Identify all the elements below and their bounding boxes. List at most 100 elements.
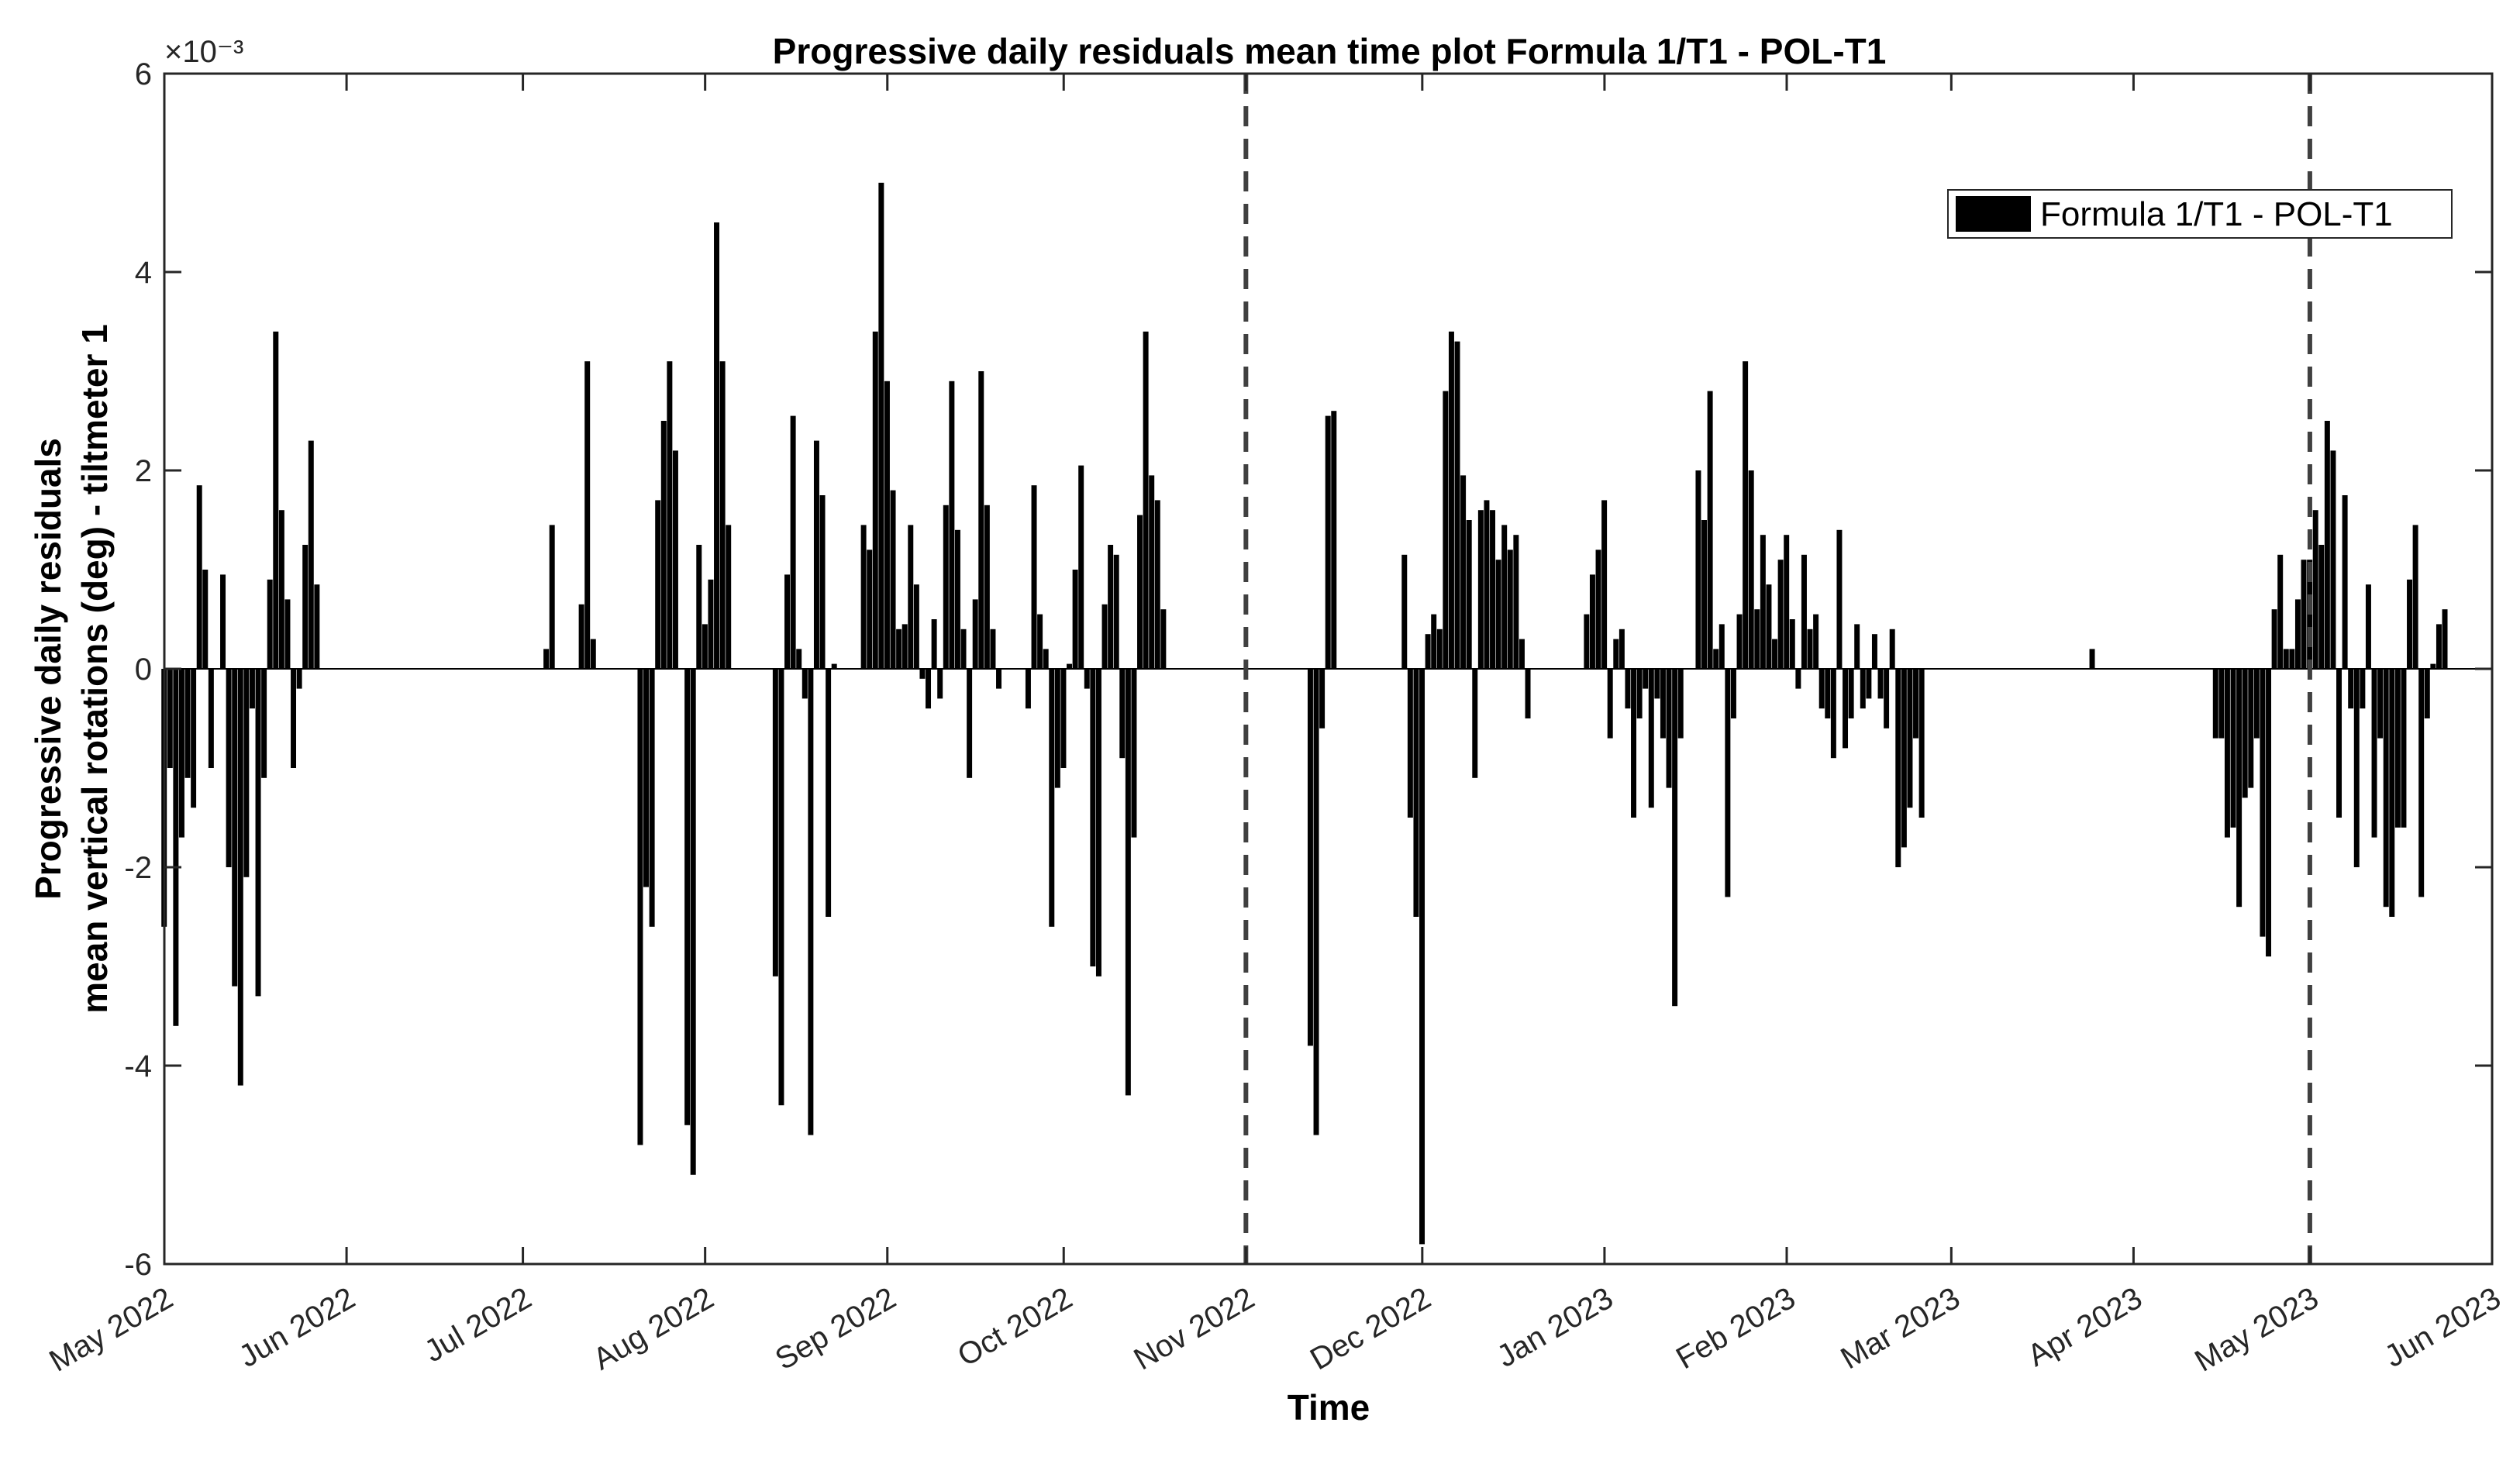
bar (1043, 649, 1049, 669)
bar (237, 669, 243, 1086)
bar (719, 361, 726, 669)
bar (1331, 411, 1337, 669)
bar (1631, 669, 1637, 818)
y-tick-label: 6 (135, 57, 152, 91)
bar (1507, 549, 1513, 669)
bar (978, 371, 984, 669)
bar (1325, 415, 1331, 669)
y-tick-label: -4 (124, 1049, 152, 1083)
bar (954, 529, 960, 669)
bar (2401, 669, 2407, 828)
y-axis-exponent-label: ×10⁻³ (164, 35, 243, 69)
bar (1607, 669, 1613, 739)
bar (878, 182, 884, 670)
bar (2283, 649, 2289, 669)
bar (1601, 500, 1608, 669)
bar (2230, 669, 2236, 828)
bar (1813, 614, 1819, 669)
bar (1801, 554, 1807, 669)
bar (1307, 669, 1313, 1046)
bar (2336, 669, 2342, 818)
bar (2301, 560, 2307, 669)
bar (672, 450, 678, 669)
bar (549, 525, 555, 669)
bar (1425, 634, 1431, 669)
bar (1095, 669, 1101, 976)
bar (1695, 470, 1701, 669)
bar (1836, 529, 1843, 669)
bar (2353, 669, 2360, 867)
bar (284, 599, 291, 669)
bar (1319, 669, 1325, 728)
bar (1725, 669, 1731, 897)
bar (1143, 331, 1149, 669)
bar (2266, 669, 2272, 957)
bar (1525, 669, 1531, 718)
bar (2342, 495, 2348, 669)
bar (2318, 545, 2325, 669)
bar (1431, 614, 1437, 669)
bar (1078, 465, 1084, 669)
bar (660, 421, 667, 669)
bar (1807, 629, 1813, 669)
bar (2389, 669, 2395, 917)
bar (996, 669, 1002, 689)
bar (590, 639, 596, 669)
bar (1666, 669, 1672, 788)
bar (1743, 361, 1749, 669)
bar (1513, 535, 1519, 669)
bar (1648, 669, 1654, 808)
bar (1160, 609, 1167, 669)
bar (1154, 500, 1160, 669)
bar (649, 669, 655, 927)
bar (1707, 391, 1713, 669)
bar (1595, 549, 1601, 669)
bar (1866, 669, 1872, 699)
bar (714, 222, 720, 669)
bar (1031, 485, 1037, 669)
bar (220, 574, 226, 669)
bar (2348, 669, 2354, 709)
bar (2289, 649, 2295, 669)
bar (1413, 669, 1419, 917)
bar (860, 525, 867, 669)
x-axis-label: Time (1288, 1387, 1370, 1428)
legend-entry-label: Formula 1/T1 - POL-T1 (2040, 195, 2393, 233)
bar (1108, 545, 1114, 669)
bar (1519, 639, 1525, 669)
y-axis-ticks: -6 -4 -2 0 2 4 6 (124, 57, 2492, 1282)
bar (2436, 624, 2442, 669)
bar (1084, 669, 1090, 689)
bar (702, 624, 708, 669)
bar (819, 495, 826, 669)
bar (913, 584, 919, 669)
chart-title: Progressive daily residuals mean time pl… (773, 31, 1887, 71)
bar (2377, 669, 2384, 739)
bar (296, 669, 302, 689)
bar (543, 649, 550, 669)
bar (1477, 510, 1484, 669)
bar (890, 490, 896, 669)
bar (1760, 535, 1766, 669)
bar (2324, 421, 2330, 669)
bar (1825, 669, 1831, 718)
y-tick-label: -2 (124, 851, 152, 885)
bar (1736, 614, 1743, 669)
bar (1613, 639, 1619, 669)
bar (802, 669, 808, 699)
bar (1113, 554, 1119, 669)
bar (184, 669, 191, 778)
bar (1889, 629, 1895, 669)
bar (1460, 475, 1467, 669)
bar (1918, 669, 1925, 818)
bar (1795, 669, 1801, 689)
bar (249, 669, 255, 709)
bar (901, 624, 908, 669)
bar (2383, 669, 2389, 908)
bar (1877, 669, 1884, 699)
bar (1672, 669, 1678, 1007)
bar (2312, 510, 2318, 669)
bar (2330, 450, 2336, 669)
bar (943, 505, 949, 669)
bar (1772, 639, 1778, 669)
